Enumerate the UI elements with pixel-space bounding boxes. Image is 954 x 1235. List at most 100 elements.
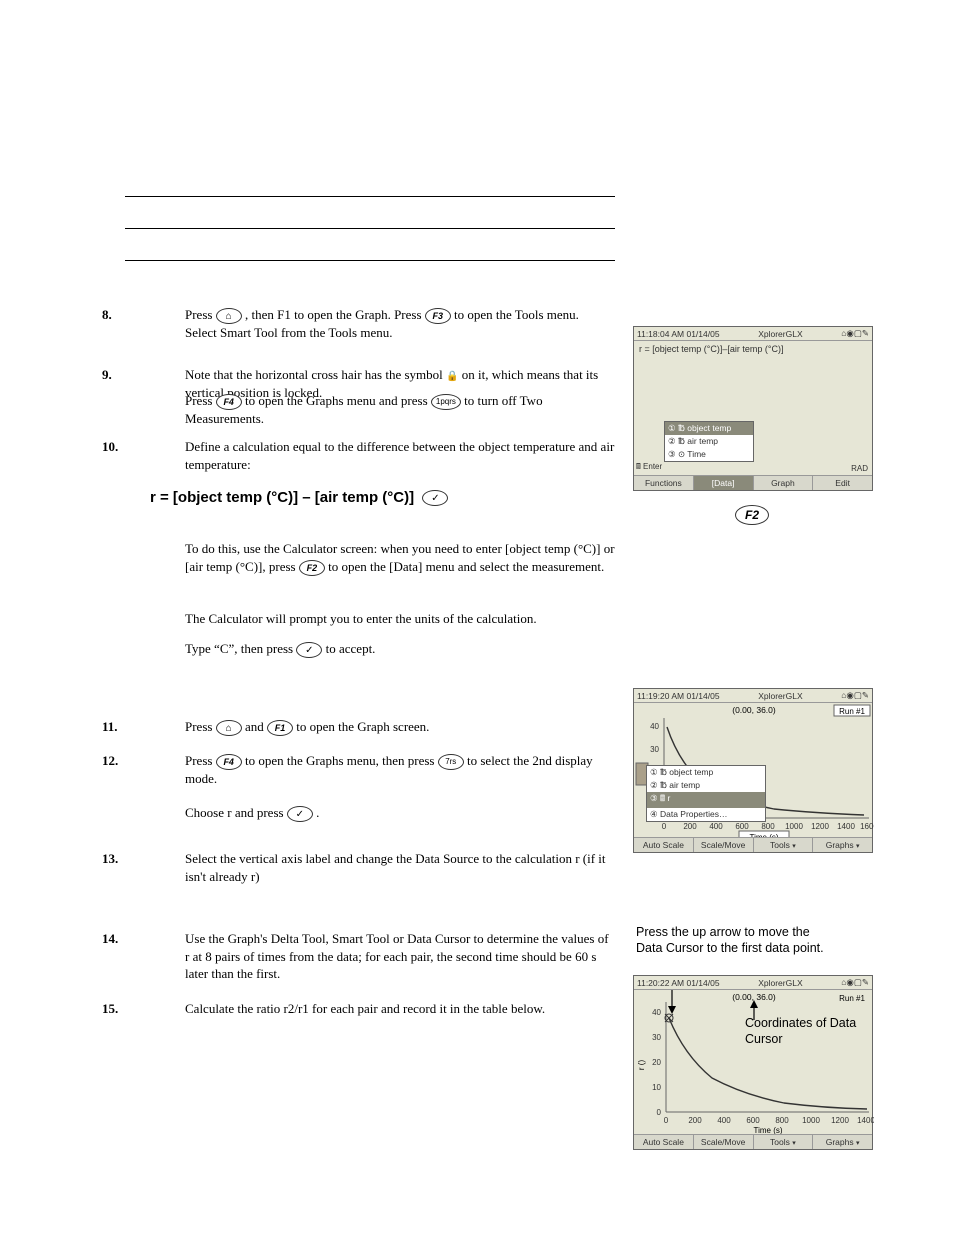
graph2-annot-coord: Coordinates of Data Cursor xyxy=(745,1016,865,1047)
svg-text:0: 0 xyxy=(657,1108,662,1117)
graph2-footer: Auto Scale Scale/Move Tools ▾ Graphs ▾ xyxy=(634,1134,872,1149)
step-9-num: 9. xyxy=(102,366,112,384)
graph2-time: 11:20:22 AM 01/14/05 xyxy=(637,978,720,988)
step-11: 11. Press and F1 to open the Graph scree… xyxy=(125,718,615,736)
step-15-num: 15. xyxy=(102,1000,118,1018)
step-14: 14. Use the Graph's Delta Tool, Smart To… xyxy=(125,930,615,983)
graph2-run: Run #1 xyxy=(839,994,865,1003)
svg-text:40: 40 xyxy=(652,1008,661,1017)
graph1-data-menu[interactable]: ① ℔ object temp ② ℔ air temp ③ 🖩 r ④ Dat… xyxy=(646,765,766,822)
step-10-hint2: The Calculator will prompt you to enter … xyxy=(125,610,615,628)
step-10-hint3: Type “C”, then press to accept. xyxy=(125,640,615,658)
lock-icon xyxy=(446,368,458,382)
calc-menu-row-2[interactable]: ② ℔ air temp xyxy=(665,435,753,448)
one-key-icon: 1pqrs xyxy=(431,394,461,410)
svg-text:1400: 1400 xyxy=(837,822,855,831)
graph1-coord: (0.00, 36.0) xyxy=(732,705,776,715)
check-key-icon-2 xyxy=(296,642,322,658)
step-8: 8. Press , then F1 to open the Graph. Pr… xyxy=(125,306,615,342)
svg-text:30: 30 xyxy=(652,1033,661,1042)
step-8b-text: Select Smart Tool from the Tools menu. xyxy=(185,325,392,340)
step-10-hint2-text: The Calculator will prompt you to enter … xyxy=(185,611,537,626)
home-icon xyxy=(216,308,242,324)
calc-foot-data[interactable]: [Data] xyxy=(694,476,754,490)
calc-menu-row-3[interactable]: ③ ⊙ Time xyxy=(665,448,753,461)
calc-rad: RAD xyxy=(851,464,868,473)
graph1-foot-autoscale[interactable]: Auto Scale xyxy=(634,838,694,852)
svg-text:30: 30 xyxy=(650,745,659,754)
calc-f2-key: F2 xyxy=(735,505,769,525)
graph2-foot-autoscale[interactable]: Auto Scale xyxy=(634,1135,694,1149)
graph1-run: Run #1 xyxy=(839,707,865,716)
rule-1 xyxy=(125,196,615,197)
step-10-hint-b: to open the [Data] menu and select the m… xyxy=(328,559,604,574)
svg-text:800: 800 xyxy=(775,1116,789,1125)
graph1-foot-scalemove[interactable]: Scale/Move xyxy=(694,838,754,852)
step-12b-text-b: . xyxy=(316,805,319,820)
calc-data-menu[interactable]: ① ℔ object temp ② ℔ air temp ③ ⊙ Time xyxy=(664,421,754,462)
step-12-num: 12. xyxy=(102,752,118,770)
svg-text:1200: 1200 xyxy=(811,822,829,831)
svg-text:400: 400 xyxy=(709,822,723,831)
graph1-menu-row-3[interactable]: ③ 🖩 r xyxy=(647,792,765,808)
calc-foot-graph[interactable]: Graph xyxy=(754,476,814,490)
calc-app: XplorerGLX xyxy=(758,329,802,339)
step-10-num: 10. xyxy=(102,438,118,456)
f1-key-icon: F1 xyxy=(267,720,293,736)
step-11-text-c: to open the Graph screen. xyxy=(296,719,429,734)
seven-key-icon: 7rs xyxy=(438,754,464,770)
step-10-hint: To do this, use the Calculator screen: w… xyxy=(125,540,615,576)
step-9-text-a: Note that the horizontal cross hair has … xyxy=(185,367,446,382)
calc-titlebar: 11:18:04 AM 01/14/05 XplorerGLX ⌂◉▢✎ xyxy=(634,327,872,341)
formula: r = [object temp (°C)] – [air temp (°C)] xyxy=(150,488,615,508)
step-12-text-b: to open the Graphs menu, then press xyxy=(245,753,438,768)
step-10-text: Define a calculation equal to the differ… xyxy=(185,439,614,472)
graph1-menu-row-1[interactable]: ① ℔ object temp xyxy=(647,766,765,779)
graph2-xlabel: Time (s) xyxy=(753,1126,782,1134)
step-13-text: Select the vertical axis label and chang… xyxy=(185,851,606,884)
svg-text:200: 200 xyxy=(683,822,697,831)
calc-foot-edit[interactable]: Edit xyxy=(813,476,872,490)
graph1-titlebar-icons: ⌂◉▢✎ xyxy=(841,690,869,701)
rule-3 xyxy=(125,260,615,261)
step-14-text: Use the Graph's Delta Tool, Smart Tool o… xyxy=(185,931,609,981)
graph1-menu-row-4[interactable]: ④ Data Properties… xyxy=(647,808,765,821)
f3-key-icon: F3 xyxy=(425,308,451,324)
graph2-foot-graphs[interactable]: Graphs ▾ xyxy=(813,1135,872,1149)
graph2-foot-scalemove[interactable]: Scale/Move xyxy=(694,1135,754,1149)
rule-2 xyxy=(125,228,615,229)
graph1-time: 11:19:20 AM 01/14/05 xyxy=(637,691,720,701)
check-key-icon-3 xyxy=(287,806,313,822)
graph1-footer: Auto Scale Scale/Move Tools ▾ Graphs ▾ xyxy=(634,837,872,852)
graph1-foot-graphs[interactable]: Graphs ▾ xyxy=(813,838,872,852)
calc-foot-functions[interactable]: Functions xyxy=(634,476,694,490)
calc-expr: r = [object temp (°C)]–[air temp (°C)] xyxy=(634,341,872,355)
graph1-foot-tools[interactable]: Tools ▾ xyxy=(754,838,814,852)
graph1-screenshot: 11:19:20 AM 01/14/05 XplorerGLX ⌂◉▢✎ (0.… xyxy=(633,688,873,853)
step-12: 12. Press F4 to open the Graphs menu, th… xyxy=(125,752,615,788)
f4-key-icon: F4 xyxy=(216,394,242,410)
step-12b: Choose r and press . xyxy=(125,804,615,822)
step-9b-text-b: to open the Graphs menu and press xyxy=(245,393,431,408)
graph2-svg: (0.00, 36.0) Run #1 0 10 20 30 40 r () 0 xyxy=(634,990,874,1134)
svg-text:1000: 1000 xyxy=(785,822,803,831)
f2-key-icon: F2 xyxy=(299,560,325,576)
step-12b-text-a: Choose r and press xyxy=(185,805,287,820)
calculator-screenshot: 11:18:04 AM 01/14/05 XplorerGLX ⌂◉▢✎ r =… xyxy=(633,326,873,491)
step-12-text-a: Press xyxy=(185,753,216,768)
svg-text:40: 40 xyxy=(650,722,659,731)
f4-key-icon-2: F4 xyxy=(216,754,242,770)
calc-time: 11:18:04 AM 01/14/05 xyxy=(637,329,720,339)
graph2-foot-tools[interactable]: Tools ▾ xyxy=(754,1135,814,1149)
step-11-text-a: Press xyxy=(185,719,216,734)
graph1-titlebar: 11:19:20 AM 01/14/05 XplorerGLX ⌂◉▢✎ xyxy=(634,689,872,703)
step-8-text-c: to open the Tools menu. xyxy=(454,307,579,322)
step-10: 10. Define a calculation equal to the di… xyxy=(125,438,615,473)
svg-text:0: 0 xyxy=(664,1116,669,1125)
calc-menu-row-1[interactable]: ① ℔ object temp xyxy=(665,422,753,435)
graph1-menu-row-2[interactable]: ② ℔ air temp xyxy=(647,779,765,792)
svg-text:200: 200 xyxy=(688,1116,702,1125)
svg-text:1000: 1000 xyxy=(802,1116,820,1125)
graph2-titlebar-icons: ⌂◉▢✎ xyxy=(841,977,869,988)
svg-text:800: 800 xyxy=(761,822,775,831)
